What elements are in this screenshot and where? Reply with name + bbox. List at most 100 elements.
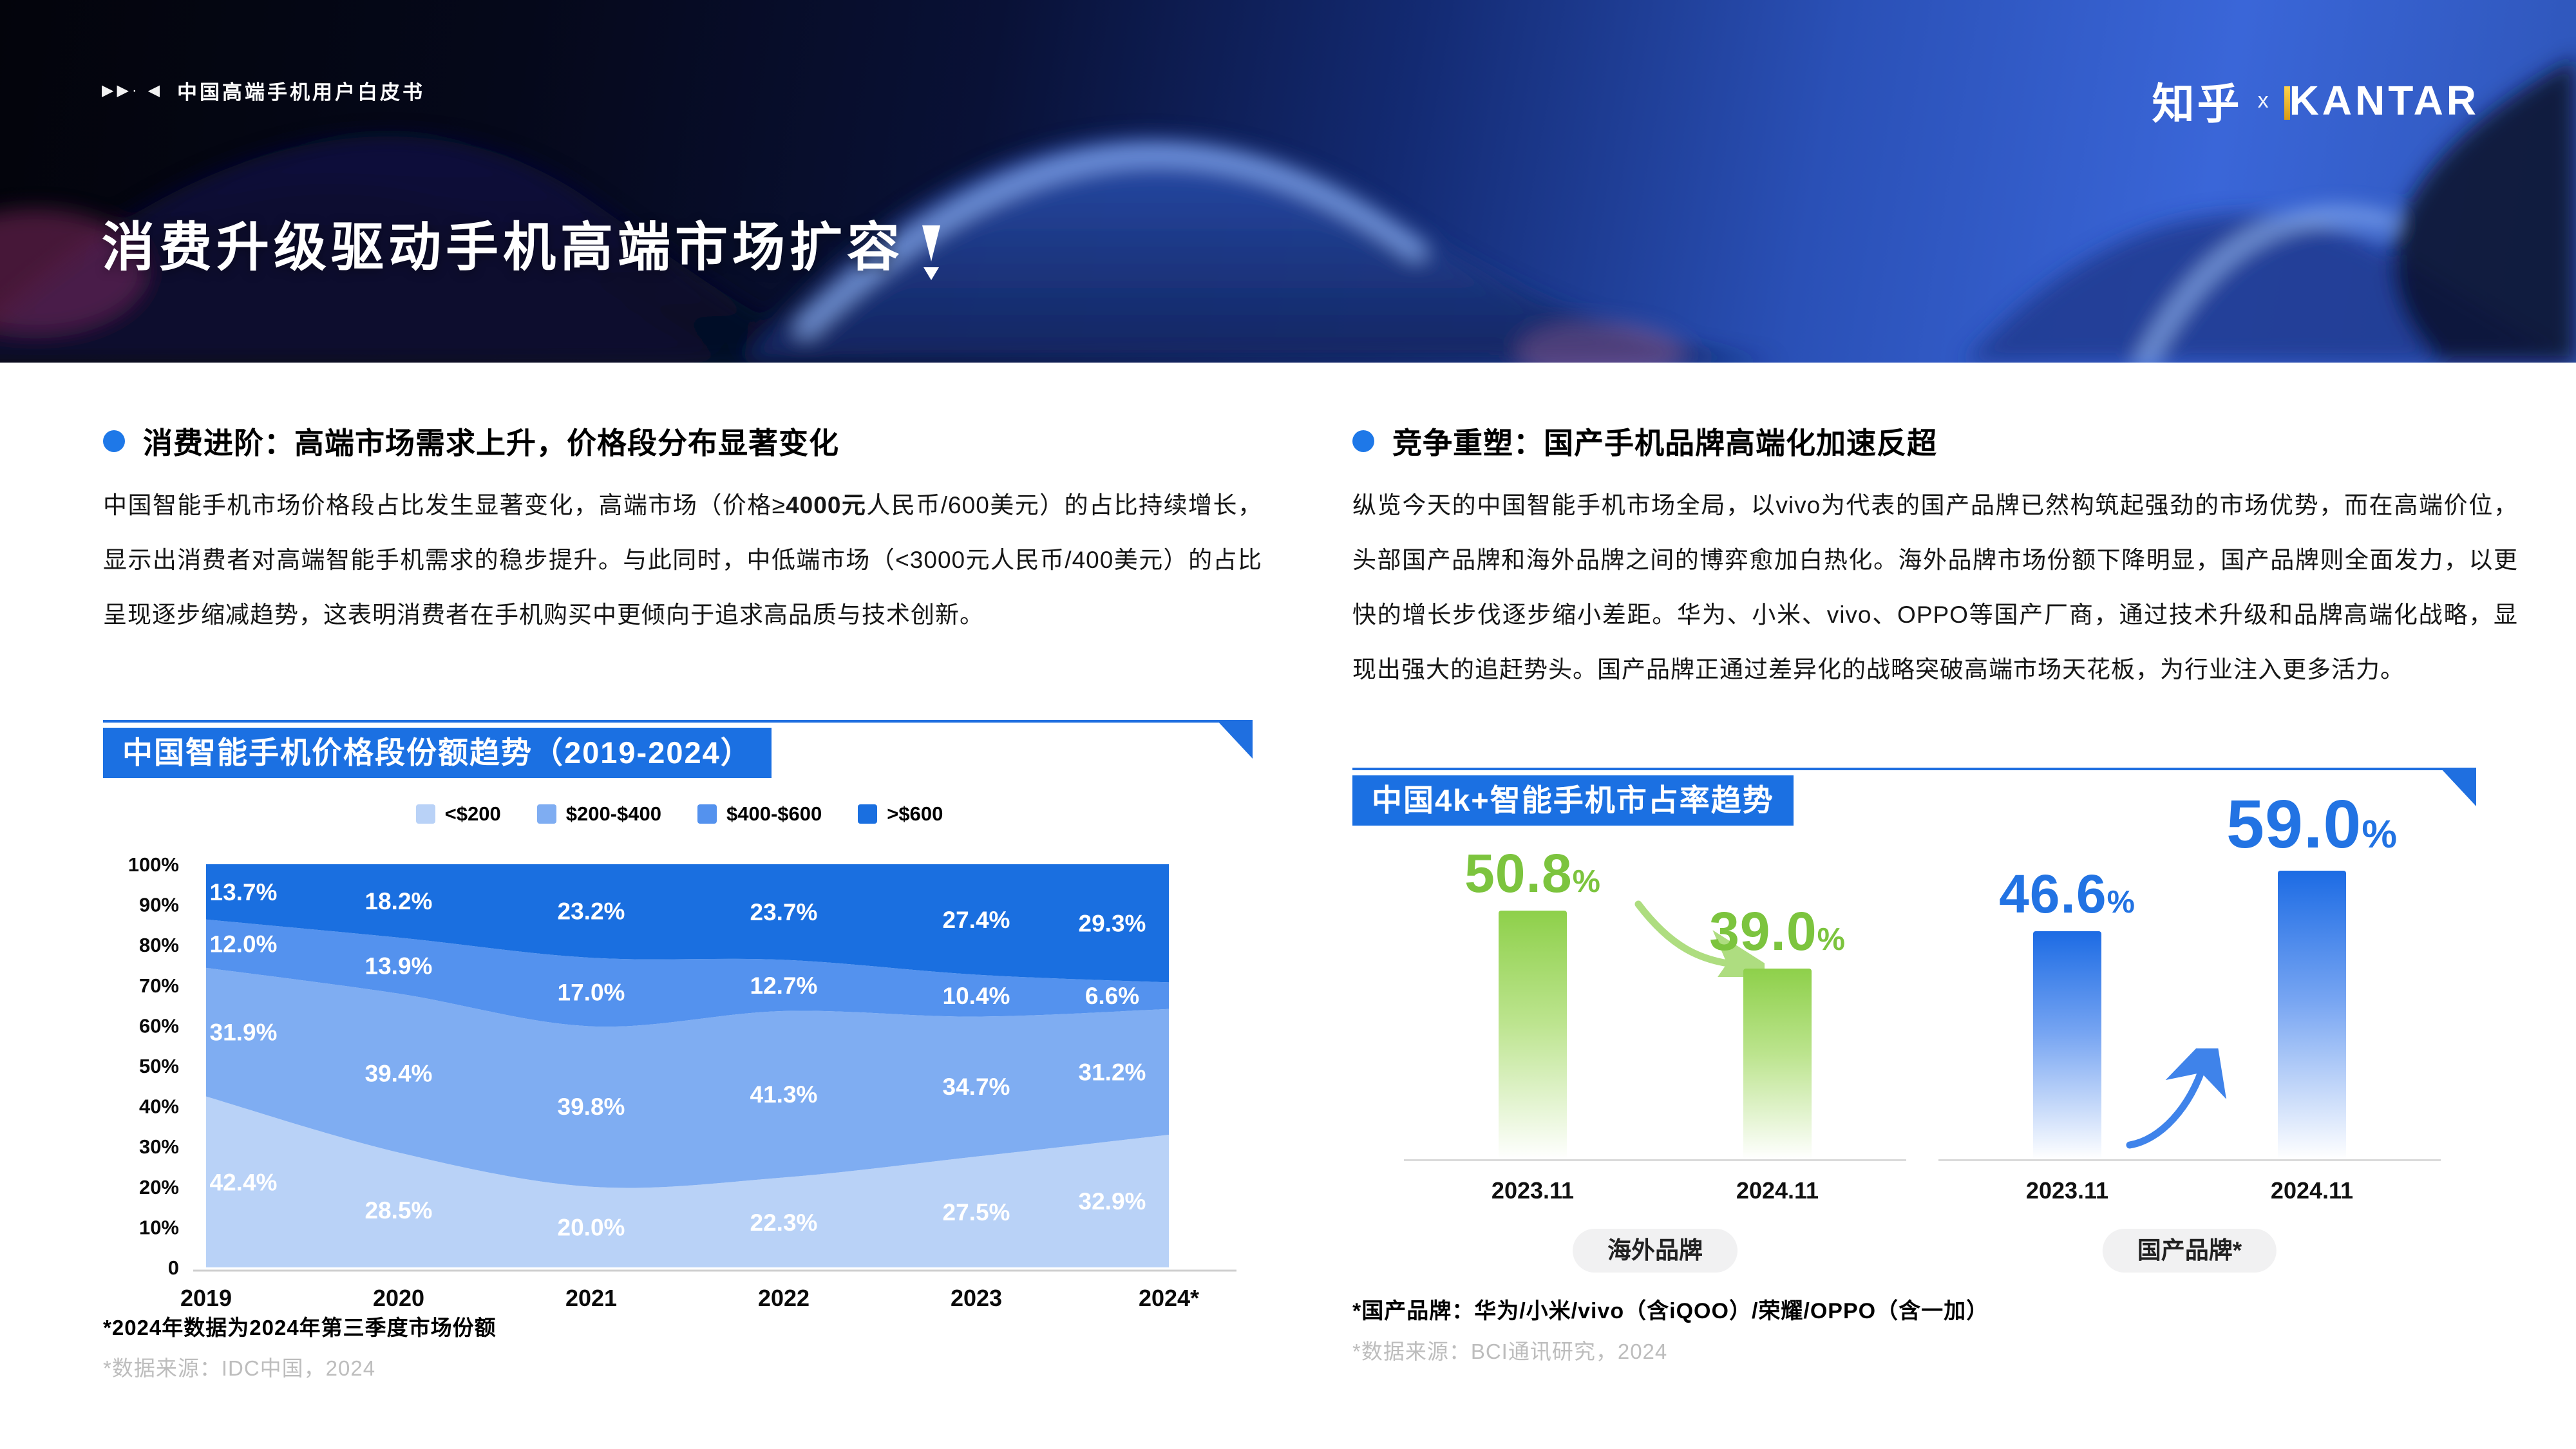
left-section-heading: 消费进阶：高端市场需求上升，价格段分布显著变化 [103, 420, 839, 462]
document-tagline: ▶▶· ◀ 中国高端手机用户白皮书 [102, 76, 425, 105]
area-data-label: 13.7% [210, 879, 278, 905]
right-paragraph-text: 纵览今天的中国智能手机市场全局，以vivo为代表的国产品牌已然构筑起强劲的市场优… [1352, 492, 2518, 683]
right-ribbon [1352, 768, 2476, 809]
legend-label: >$600 [887, 802, 943, 825]
legend-item: <$200 [415, 802, 501, 826]
group-pill: 海外品牌 [1573, 1229, 1738, 1273]
area-data-label: 34.7% [943, 1074, 1010, 1100]
area-data-label: 20.0% [558, 1214, 625, 1240]
legend-item: $200-$400 [536, 802, 661, 826]
area-chart-legend: <$200 $200-$400 $400-$600 >$600 [103, 802, 1256, 826]
area-data-label: 29.3% [1079, 911, 1146, 937]
y-axis-tick-label: 10% [139, 1216, 179, 1238]
area-data-label: 39.4% [365, 1060, 433, 1086]
fast-forward-icon: ▶▶· ◀ [102, 82, 164, 99]
left-paragraph-bold: 4000元 [786, 492, 867, 518]
area-data-label: 18.2% [365, 888, 433, 914]
area-data-label: 28.5% [365, 1197, 433, 1224]
x-axis-tick-label: 2024* [1139, 1285, 1199, 1311]
hero-background-waves-image [0, 58, 2576, 363]
right-section-title: 竞争重塑：国产手机品牌高端化加速反超 [1392, 426, 1937, 460]
legend-swatch-icon [858, 804, 878, 824]
right-paragraph: 纵览今天的中国智能手机市场全局，以vivo为代表的国产品牌已然构筑起强劲的市场优… [1352, 478, 2518, 697]
bar-category-label: 2023.11 [1491, 1177, 1575, 1204]
bar [1499, 910, 1567, 1159]
y-axis-tick-label: 0 [168, 1256, 179, 1279]
area-band [206, 1096, 1169, 1267]
bar-value-label: 46.6% [1999, 863, 2136, 924]
left-footnote-2: *数据来源：IDC中国，2024 [103, 1356, 376, 1380]
page-title-row: 消费升级驱动手机高端市场扩容 [102, 218, 941, 280]
area-data-label: 22.3% [750, 1209, 818, 1236]
legend-item: >$600 [858, 802, 943, 826]
y-axis-tick-label: 40% [139, 1095, 179, 1118]
area-data-label: 27.4% [943, 907, 1010, 933]
right-footnote-1: *国产品牌：华为/小米/vivo（含iQOO）/荣耀/OPPO（含一加） [1352, 1299, 1989, 1323]
bar-value-label: 39.0% [1709, 900, 1846, 961]
y-axis-tick-label: 20% [139, 1176, 179, 1198]
y-axis-tick-label: 80% [139, 934, 179, 956]
bar [2278, 870, 2346, 1159]
area-data-label: 13.9% [365, 952, 433, 979]
area-data-label: 23.7% [750, 899, 818, 925]
area-band [206, 967, 1169, 1188]
zhihu-logo: 知乎 [2152, 80, 2242, 128]
area-data-label: 31.2% [1079, 1059, 1146, 1085]
left-chart-title-banner: 中国智能手机价格段份额趋势（2019-2024） [103, 728, 772, 778]
y-axis-tick-label: 60% [139, 1014, 179, 1037]
bar [2033, 931, 2101, 1159]
group-baseline [1404, 1159, 1906, 1161]
right-section-heading: 竞争重塑：国产手机品牌高端化加速反超 [1352, 420, 1937, 462]
x-axis-tick-label: 2021 [565, 1285, 617, 1311]
area-data-label: 27.5% [943, 1199, 1010, 1226]
legend-item: $400-$600 [697, 802, 822, 826]
x-axis-tick-label: 2019 [180, 1285, 232, 1311]
page-title: 消费升级驱动手机高端市场扩容 [102, 218, 905, 277]
area-data-label: 23.2% [558, 898, 625, 925]
right-chart-title-banner: 中国4k+智能手机市占率趋势 [1352, 775, 1794, 826]
area-data-label: 17.0% [558, 979, 625, 1005]
legend-swatch-icon [536, 804, 556, 824]
area-data-label: 31.9% [210, 1019, 278, 1046]
left-section-title: 消费进阶：高端市场需求上升，价格段分布显著变化 [143, 426, 839, 460]
group-pill: 国产品牌* [2102, 1229, 2277, 1273]
legend-swatch-icon [415, 804, 435, 824]
x-axis-tick-label: 2022 [758, 1285, 810, 1311]
group-baseline [1938, 1159, 2441, 1161]
area-data-label: 32.9% [1079, 1188, 1146, 1215]
legend-label: $400-$600 [726, 802, 822, 825]
legend-label: <$200 [444, 802, 501, 825]
bar-value-label: 59.0% [2226, 786, 2398, 862]
bar [1743, 968, 1812, 1159]
area-data-label: 41.3% [750, 1081, 818, 1108]
area-band [206, 864, 1169, 983]
left-paragraph-part1: 中国智能手机市场价格段占比发生显著变化，高端市场（价格≥ [103, 492, 786, 518]
left-paragraph: 中国智能手机市场价格段占比发生显著变化，高端市场（价格≥4000元人民币/600… [103, 478, 1262, 642]
area-data-label: 39.8% [558, 1094, 625, 1120]
ribbon-fold-triangle-icon [1217, 720, 1253, 759]
bullet-dot-icon [1352, 430, 1374, 452]
kantar-logo: KANTAR [2289, 77, 2479, 124]
y-axis-tick-label: 90% [139, 894, 179, 916]
market-share-bar-chart: 50.8% 2023.11 39.0% 2024.11 海外品牌 46.6% 2023.11… [1352, 786, 2512, 1327]
bar-value-label: 50.8% [1464, 842, 1601, 904]
left-ribbon [103, 720, 1253, 761]
hero-banner: ▶▶· ◀ 中国高端手机用户白皮书 知乎 x KANTAR 消费升级驱动手机高端… [0, 0, 2576, 363]
kantar-gold-bar-icon [2284, 86, 2290, 120]
y-axis-tick-label: 30% [139, 1135, 179, 1158]
bar-category-label: 2024.11 [2270, 1177, 2354, 1204]
tagline-text: 中国高端手机用户白皮书 [177, 81, 426, 104]
left-paragraph-part2: 人民币/600美元）的占比持续增长，显示出消费者对高端智能手机需求的稳步提升。与… [103, 492, 1263, 629]
bullet-dot-icon [103, 430, 125, 452]
area-data-label: 10.4% [943, 983, 1010, 1009]
ribbon-line [103, 720, 1253, 723]
logo-separator-x-icon: x [2257, 88, 2269, 113]
x-axis-tick-label: 2020 [373, 1285, 424, 1311]
area-data-label: 12.7% [750, 972, 818, 999]
y-axis-tick-label: 100% [128, 853, 179, 876]
ribbon-fold-triangle-icon [2440, 768, 2476, 806]
trend-up-arrow-icon [2126, 1048, 2227, 1149]
trend-down-arrow-icon [1634, 900, 1765, 977]
bar-category-label: 2023.11 [2025, 1177, 2109, 1204]
